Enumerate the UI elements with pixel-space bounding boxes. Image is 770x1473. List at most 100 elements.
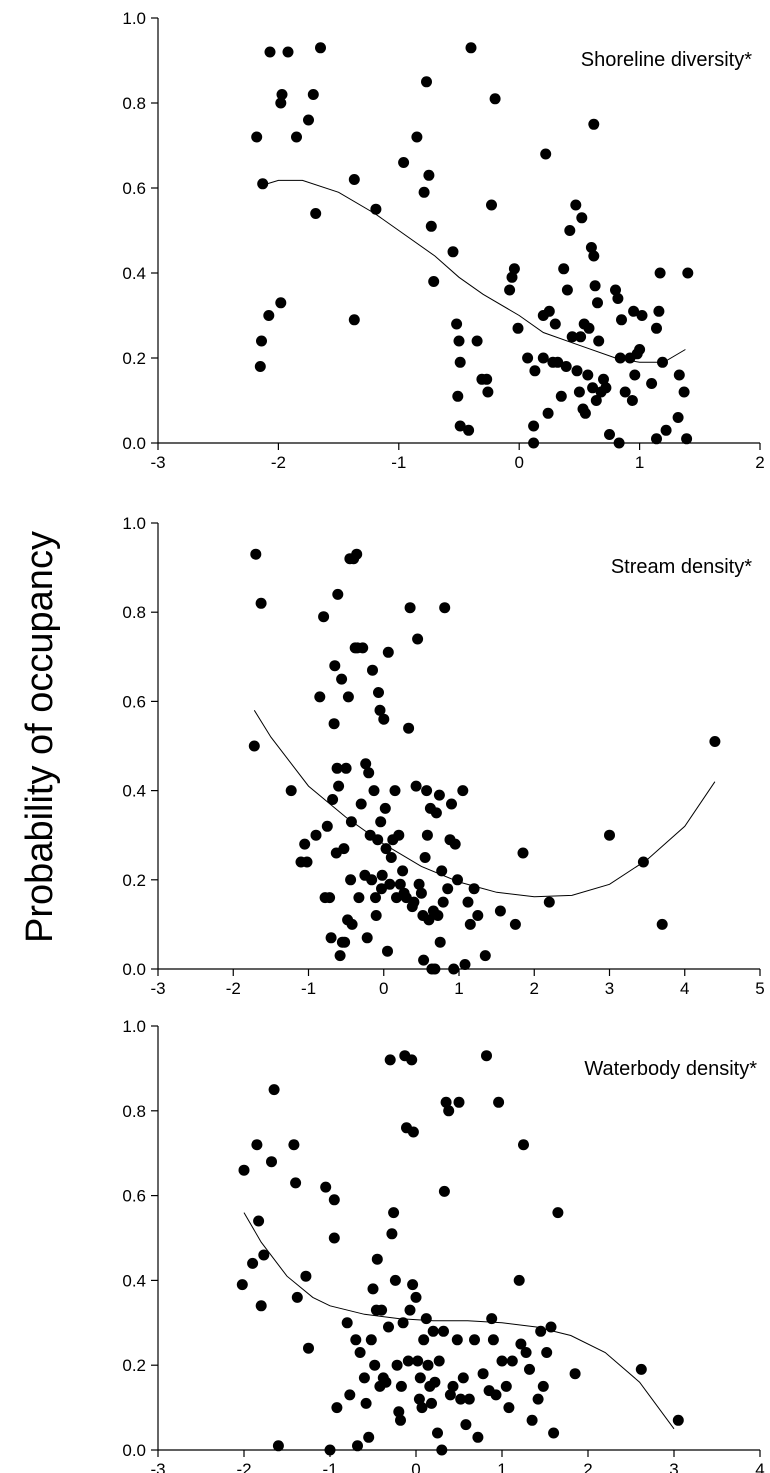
data-point	[329, 660, 341, 672]
data-point	[355, 798, 367, 810]
data-point	[463, 1393, 475, 1405]
data-point	[614, 352, 626, 364]
data-point	[370, 892, 381, 904]
data-point	[537, 1380, 549, 1392]
data-point	[653, 305, 665, 317]
y-tick-label: 0.2	[122, 349, 146, 368]
data-point	[307, 89, 319, 100]
data-point	[543, 305, 555, 317]
x-tick-label: -2	[236, 1460, 251, 1473]
plot-area: 0.0 0.2 0.4 0.6 0.8 1.0 -3 -2 -1 0 1 2	[122, 9, 764, 472]
plot-area: 0.0 0.2 0.4 0.6 0.8 1.0 -3 -2 -1 0 1 2 3 4	[122, 1017, 764, 1473]
data-point	[447, 1380, 459, 1392]
data-point	[340, 762, 352, 774]
data-point	[436, 1444, 448, 1456]
data-point	[477, 1368, 489, 1380]
data-point	[428, 276, 440, 287]
plot-area: 0.0 0.2 0.4 0.6 0.8 1.0 -3 -2 -1 0 1 2 3 4 5	[122, 514, 764, 998]
x-tick-label: -3	[150, 1460, 165, 1473]
data-point	[332, 588, 344, 600]
data-point	[263, 310, 275, 321]
data-point	[420, 1313, 432, 1325]
data-point	[616, 314, 627, 326]
data-point	[600, 382, 612, 394]
data-point	[429, 963, 441, 975]
x-tick-label: 0	[514, 453, 523, 472]
data-point	[545, 1321, 557, 1333]
data-point	[452, 390, 464, 402]
data-point	[451, 318, 463, 330]
data-point	[406, 1054, 418, 1066]
data-point	[518, 1139, 529, 1151]
data-point	[257, 178, 269, 190]
panel-stream-density: 0.0 0.2 0.4 0.6 0.8 1.0 -3 -2 -1 0 1 2 3 4 5 Stream de…	[122, 514, 764, 998]
data-point	[438, 1185, 450, 1197]
data-point	[266, 1156, 277, 1168]
data-point	[463, 424, 475, 436]
data-point	[310, 208, 322, 219]
data-point	[481, 1050, 492, 1062]
data-point	[453, 1096, 465, 1108]
data-point	[587, 382, 599, 394]
data-point	[403, 722, 415, 734]
y-tick-label: 0.0	[122, 434, 146, 453]
data-point	[367, 1283, 379, 1295]
data-point	[610, 284, 621, 296]
data-point	[629, 369, 641, 381]
data-point	[490, 1389, 502, 1401]
data-point	[416, 1402, 428, 1414]
data-point	[255, 597, 267, 609]
x-tick-label: -3	[150, 979, 165, 998]
data-point	[479, 950, 491, 962]
data-point	[348, 314, 360, 326]
fitted-curve	[243, 1212, 675, 1430]
data-point	[371, 1253, 383, 1265]
data-point	[372, 834, 384, 846]
data-point	[678, 386, 690, 398]
data-point	[363, 1431, 375, 1443]
data-point	[468, 883, 480, 895]
data-point	[368, 785, 380, 797]
y-tick-label: 0.8	[122, 603, 146, 622]
data-point	[472, 910, 484, 921]
data-point	[592, 297, 603, 309]
data-point	[321, 820, 333, 832]
data-point	[672, 412, 684, 423]
data-point	[512, 322, 524, 334]
data-point	[393, 829, 405, 841]
data-point	[548, 1427, 560, 1439]
data-point	[264, 46, 276, 58]
data-point	[583, 322, 595, 334]
data-point	[537, 352, 549, 364]
data-point	[345, 874, 357, 886]
data-point	[351, 548, 363, 560]
y-tick-label: 1.0	[122, 1017, 146, 1036]
data-point	[571, 365, 583, 377]
x-tick-label: 1	[635, 453, 644, 472]
panel-annotation: Waterbody density*	[584, 1058, 757, 1080]
y-tick-label: 1.0	[122, 9, 146, 28]
data-point	[528, 437, 540, 449]
data-point	[454, 356, 466, 368]
data-point	[457, 785, 469, 797]
data-point	[503, 1402, 515, 1414]
x-tick-label: -2	[271, 453, 286, 472]
data-point	[350, 1334, 362, 1346]
data-point	[432, 1427, 443, 1439]
data-point	[555, 390, 567, 402]
data-point	[612, 293, 624, 304]
data-point	[383, 1321, 394, 1333]
data-point	[344, 1389, 356, 1401]
data-point	[248, 740, 260, 752]
data-point	[418, 186, 430, 198]
x-tick-label: 3	[669, 1460, 678, 1473]
data-point	[543, 896, 555, 908]
data-point	[379, 802, 391, 814]
data-point	[585, 242, 597, 253]
data-point	[250, 548, 262, 560]
data-point	[353, 892, 365, 904]
y-tick-label: 0.8	[122, 1102, 146, 1121]
data-point	[564, 225, 576, 236]
data-point	[535, 1325, 547, 1337]
data-point	[482, 386, 494, 398]
